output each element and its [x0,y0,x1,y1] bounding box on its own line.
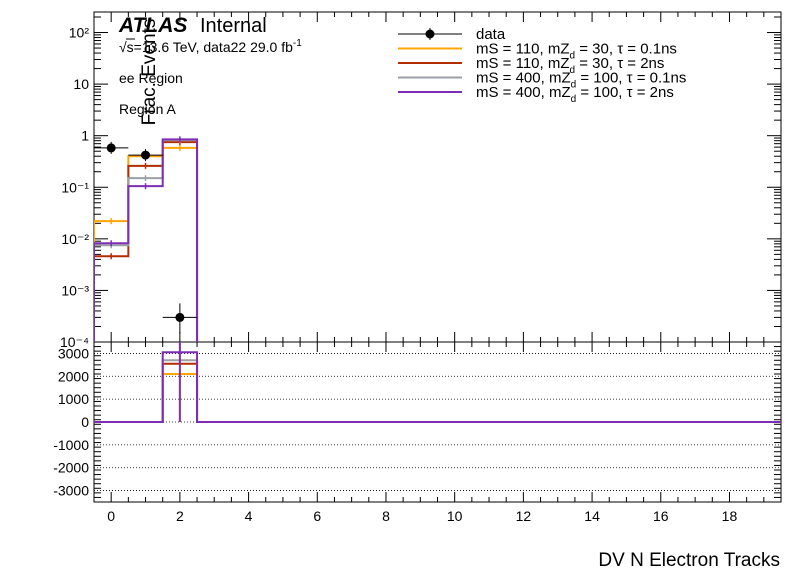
y-tick-label: 10⁻⁴ [60,334,89,350]
legend-label: mS = 400, mZd = 100, τ = 0.1ns [476,70,686,91]
y-axis-title: Frac. Events [139,19,160,126]
axis-ticks [93,12,782,503]
ratio-tick-label: -3000 [53,483,89,499]
mc-histogram [94,138,199,342]
ratio-histogram [94,351,781,423]
legend-label: mS = 110, mZd = 30, τ = 2ns [476,55,664,76]
y-tick-label: 10² [69,25,90,41]
energy-superscript: -1 [293,38,302,49]
legend-label: mS = 110, mZd = 30, τ = 0.1ns [476,41,677,62]
data-point [175,312,185,322]
energy-text: √s=13.6 TeV, data22 29.0 fb-1 [119,38,302,55]
ratio-tick-label: 2000 [58,368,89,384]
x-tick-label: 0 [107,508,115,524]
region-label-2: Region A [119,101,176,117]
region-label-1: ee Region [119,70,183,86]
atlas-status: Internal [200,15,267,37]
x-tick-label: 12 [516,508,532,524]
legend-label: mS = 400, mZd = 100, τ = 2ns [476,84,674,105]
tick-labels: 0 2 4 6 8 10 12 14 16 18 10⁻⁴ 10⁻³ 10⁻² 10⁻¹ 1 10 10² -30… [53,25,737,524]
x-tick-label: 4 [245,508,253,524]
ratio-tick-label: 1000 [58,391,89,407]
ratio-tick-label: -2000 [53,460,89,476]
ratio-tick-label: -1000 [53,437,89,453]
x-tick-label: 6 [313,508,321,524]
x-tick-label: 8 [382,508,390,524]
atlas-label: ATLAS [118,14,187,37]
legend-data-label: data [476,26,506,43]
data-point [141,150,151,160]
y-tick-label: 10 [73,76,89,92]
bottom-panel-series [94,342,781,423]
y-tick-label: 10⁻¹ [61,179,89,195]
x-tick-label: 10 [447,508,463,524]
x-tick-label: 16 [653,508,669,524]
top-panel-series [94,136,199,342]
x-tick-label: 14 [584,508,600,524]
ratio-tick-label: 3000 [58,345,89,361]
legend-data-marker [425,29,435,39]
y-tick-label: 10⁻³ [61,282,89,298]
x-axis-title: DV N Electron Tracks [598,550,780,571]
y-tick-label: 1 [81,128,89,144]
x-tick-label: 18 [722,508,738,524]
ratio-tick-label: 0 [81,414,89,430]
data-point [106,143,116,153]
data-points [94,141,198,334]
x-tick-label: 2 [176,508,184,524]
y-tick-label: 10⁻² [61,231,89,247]
